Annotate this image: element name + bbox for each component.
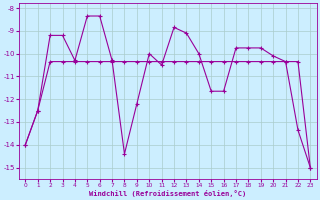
X-axis label: Windchill (Refroidissement éolien,°C): Windchill (Refroidissement éolien,°C) [89, 190, 246, 197]
